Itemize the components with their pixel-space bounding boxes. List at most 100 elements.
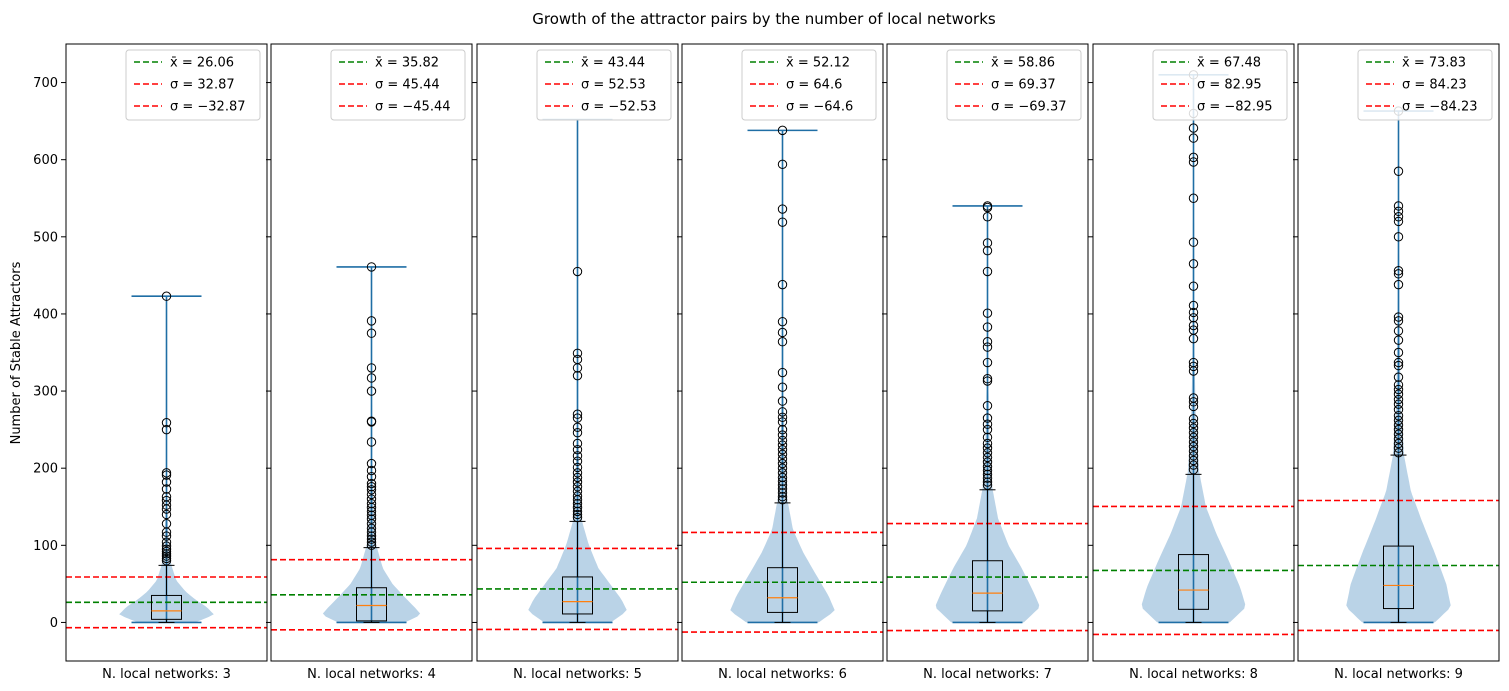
outlier-point bbox=[777, 484, 788, 494]
outlier-point bbox=[1188, 397, 1199, 407]
outlier-point bbox=[777, 444, 788, 455]
y-axis-label: Number of Stable Attractors bbox=[9, 261, 24, 444]
outlier-point bbox=[982, 376, 993, 386]
outlier-point bbox=[982, 322, 993, 332]
outlier-point bbox=[777, 337, 788, 347]
outlier-point bbox=[1393, 316, 1404, 326]
outlier-point bbox=[1393, 372, 1404, 382]
plot-area bbox=[66, 291, 267, 629]
outlier-point bbox=[1188, 423, 1199, 433]
panel-frame bbox=[886, 43, 1089, 662]
outlier-point bbox=[572, 477, 583, 487]
outlier-point bbox=[1393, 380, 1404, 390]
outlier-point bbox=[982, 473, 993, 483]
outlier-point bbox=[982, 443, 993, 453]
outlier-point bbox=[982, 374, 993, 384]
outlier-point bbox=[982, 465, 993, 476]
outlier-point bbox=[366, 514, 377, 524]
outlier-point bbox=[1393, 326, 1404, 336]
outlier-point bbox=[1393, 201, 1404, 211]
legend-box bbox=[946, 49, 1082, 121]
outlier-point bbox=[777, 316, 788, 327]
outlier-point bbox=[161, 424, 172, 435]
outlier-point bbox=[366, 363, 377, 373]
iqr-box bbox=[151, 594, 182, 620]
outlier-point bbox=[777, 440, 788, 450]
outlier-point bbox=[982, 448, 993, 458]
legend-box bbox=[1152, 49, 1288, 121]
panel-4: N. local networks: 6 x̄ = 52.12 σ = 64.6 σ … bbox=[677, 43, 884, 682]
x-axis-label: N. local networks: 7 bbox=[923, 667, 1052, 682]
outlier-point bbox=[366, 502, 377, 513]
plot-area bbox=[887, 201, 1088, 632]
panel-6: N. local networks: 8 x̄ = 67.48 σ = 82.95 σ… bbox=[1088, 43, 1295, 682]
outlier-point bbox=[982, 308, 993, 318]
y-tick-label: 300 bbox=[33, 385, 58, 400]
legend-label: σ = 84.23 bbox=[1402, 78, 1467, 93]
legend-label: x̄ = 52.12 bbox=[786, 56, 850, 71]
outlier-point bbox=[982, 238, 993, 248]
y-tick-label: 0 bbox=[50, 616, 58, 631]
outlier-point bbox=[161, 551, 172, 561]
legend-label: σ = −82.95 bbox=[1197, 100, 1273, 115]
outlier-point bbox=[161, 556, 172, 566]
outlier-point bbox=[366, 316, 377, 326]
outlier-point bbox=[366, 478, 377, 489]
iqr-box bbox=[356, 587, 387, 622]
legend: x̄ = 58.86 σ = 69.37 σ = −69.37 bbox=[946, 49, 1082, 121]
outlier-point bbox=[777, 396, 788, 406]
outlier-point bbox=[1393, 394, 1404, 405]
outlier-point bbox=[1188, 300, 1199, 311]
legend-box bbox=[741, 49, 877, 121]
outlier-point bbox=[1393, 389, 1404, 399]
y-tick-label: 700 bbox=[33, 76, 58, 91]
outlier-point bbox=[982, 245, 993, 256]
outlier-point bbox=[366, 523, 377, 534]
outlier-point bbox=[161, 509, 172, 520]
legend-label: σ = −45.44 bbox=[375, 100, 451, 115]
outlier-point bbox=[366, 328, 377, 338]
outlier-point bbox=[1188, 460, 1199, 470]
outlier-point bbox=[161, 546, 172, 557]
plot-area bbox=[1298, 106, 1499, 632]
x-axis-label: N. local networks: 6 bbox=[718, 667, 847, 682]
outlier-point bbox=[1393, 360, 1404, 371]
outlier-point bbox=[1188, 133, 1199, 143]
legend: x̄ = 43.44 σ = 52.53 σ = −52.53 bbox=[536, 49, 672, 121]
outlier-point bbox=[1188, 451, 1199, 461]
outlier-point bbox=[777, 367, 788, 378]
outlier-point bbox=[1393, 166, 1404, 176]
outlier-point bbox=[1188, 366, 1199, 376]
outlier-point bbox=[982, 266, 993, 277]
panel-5: N. local networks: 7 x̄ = 58.86 σ = 69.37 σ… bbox=[882, 43, 1089, 682]
outlier-point bbox=[1188, 455, 1199, 466]
outlier-point bbox=[1393, 335, 1404, 345]
outlier-point bbox=[366, 471, 377, 482]
outlier-point bbox=[1188, 401, 1199, 412]
outlier-point bbox=[161, 549, 172, 559]
outlier-point bbox=[161, 417, 172, 428]
outlier-point bbox=[572, 472, 583, 483]
legend: x̄ = 26.06 σ = 32.87 σ = −32.87 bbox=[125, 49, 261, 121]
legend-label: x̄ = 67.48 bbox=[1197, 56, 1261, 71]
outlier-point bbox=[572, 481, 583, 492]
outlier-point bbox=[1393, 212, 1404, 222]
outlier-point bbox=[1188, 320, 1199, 331]
panel-2: N. local networks: 4 x̄ = 35.82 σ = 45.44 σ… bbox=[266, 43, 473, 682]
outlier-point bbox=[1393, 415, 1404, 426]
outlier-point bbox=[1188, 237, 1199, 247]
outlier-point bbox=[777, 472, 788, 483]
legend-box bbox=[330, 49, 466, 121]
outlier-point bbox=[777, 204, 788, 214]
outlier-point bbox=[1188, 152, 1199, 163]
outlier-point bbox=[982, 413, 993, 423]
outlier-point bbox=[1188, 361, 1199, 372]
outlier-point bbox=[366, 262, 377, 272]
outlier-point bbox=[982, 469, 993, 480]
outlier-point bbox=[777, 458, 788, 469]
outlier-point bbox=[1188, 441, 1199, 452]
y-tick-label: 400 bbox=[33, 307, 58, 322]
x-axis-label: N. local networks: 9 bbox=[1334, 667, 1463, 682]
panel-3: N. local networks: 5 x̄ = 43.44 σ = 52.53 σ… bbox=[472, 43, 679, 682]
